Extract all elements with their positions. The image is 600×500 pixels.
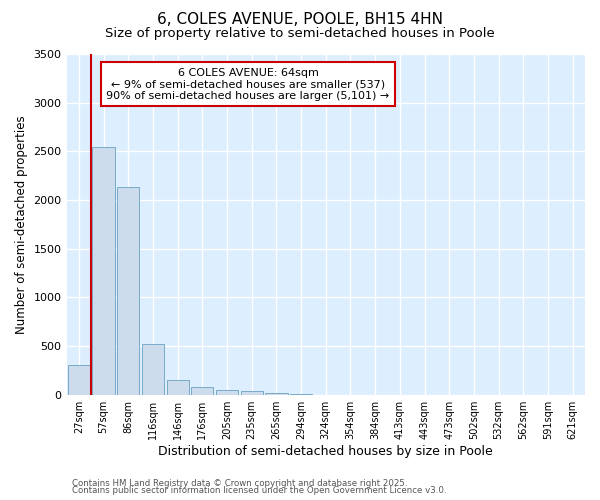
Bar xyxy=(142,344,164,395)
Text: 6, COLES AVENUE, POOLE, BH15 4HN: 6, COLES AVENUE, POOLE, BH15 4HN xyxy=(157,12,443,28)
Bar xyxy=(265,393,287,394)
Bar xyxy=(68,364,90,394)
Bar xyxy=(167,380,189,394)
Bar xyxy=(117,188,139,394)
Bar xyxy=(241,391,263,394)
Text: Contains public sector information licensed under the Open Government Licence v3: Contains public sector information licen… xyxy=(72,486,446,495)
Text: Size of property relative to semi-detached houses in Poole: Size of property relative to semi-detach… xyxy=(105,28,495,40)
Y-axis label: Number of semi-detached properties: Number of semi-detached properties xyxy=(15,115,28,334)
Bar xyxy=(216,390,238,394)
Text: 6 COLES AVENUE: 64sqm
← 9% of semi-detached houses are smaller (537)
90% of semi: 6 COLES AVENUE: 64sqm ← 9% of semi-detac… xyxy=(106,68,389,101)
Bar xyxy=(92,148,115,394)
Text: Contains HM Land Registry data © Crown copyright and database right 2025.: Contains HM Land Registry data © Crown c… xyxy=(72,478,407,488)
Bar xyxy=(191,388,214,394)
X-axis label: Distribution of semi-detached houses by size in Poole: Distribution of semi-detached houses by … xyxy=(158,444,493,458)
